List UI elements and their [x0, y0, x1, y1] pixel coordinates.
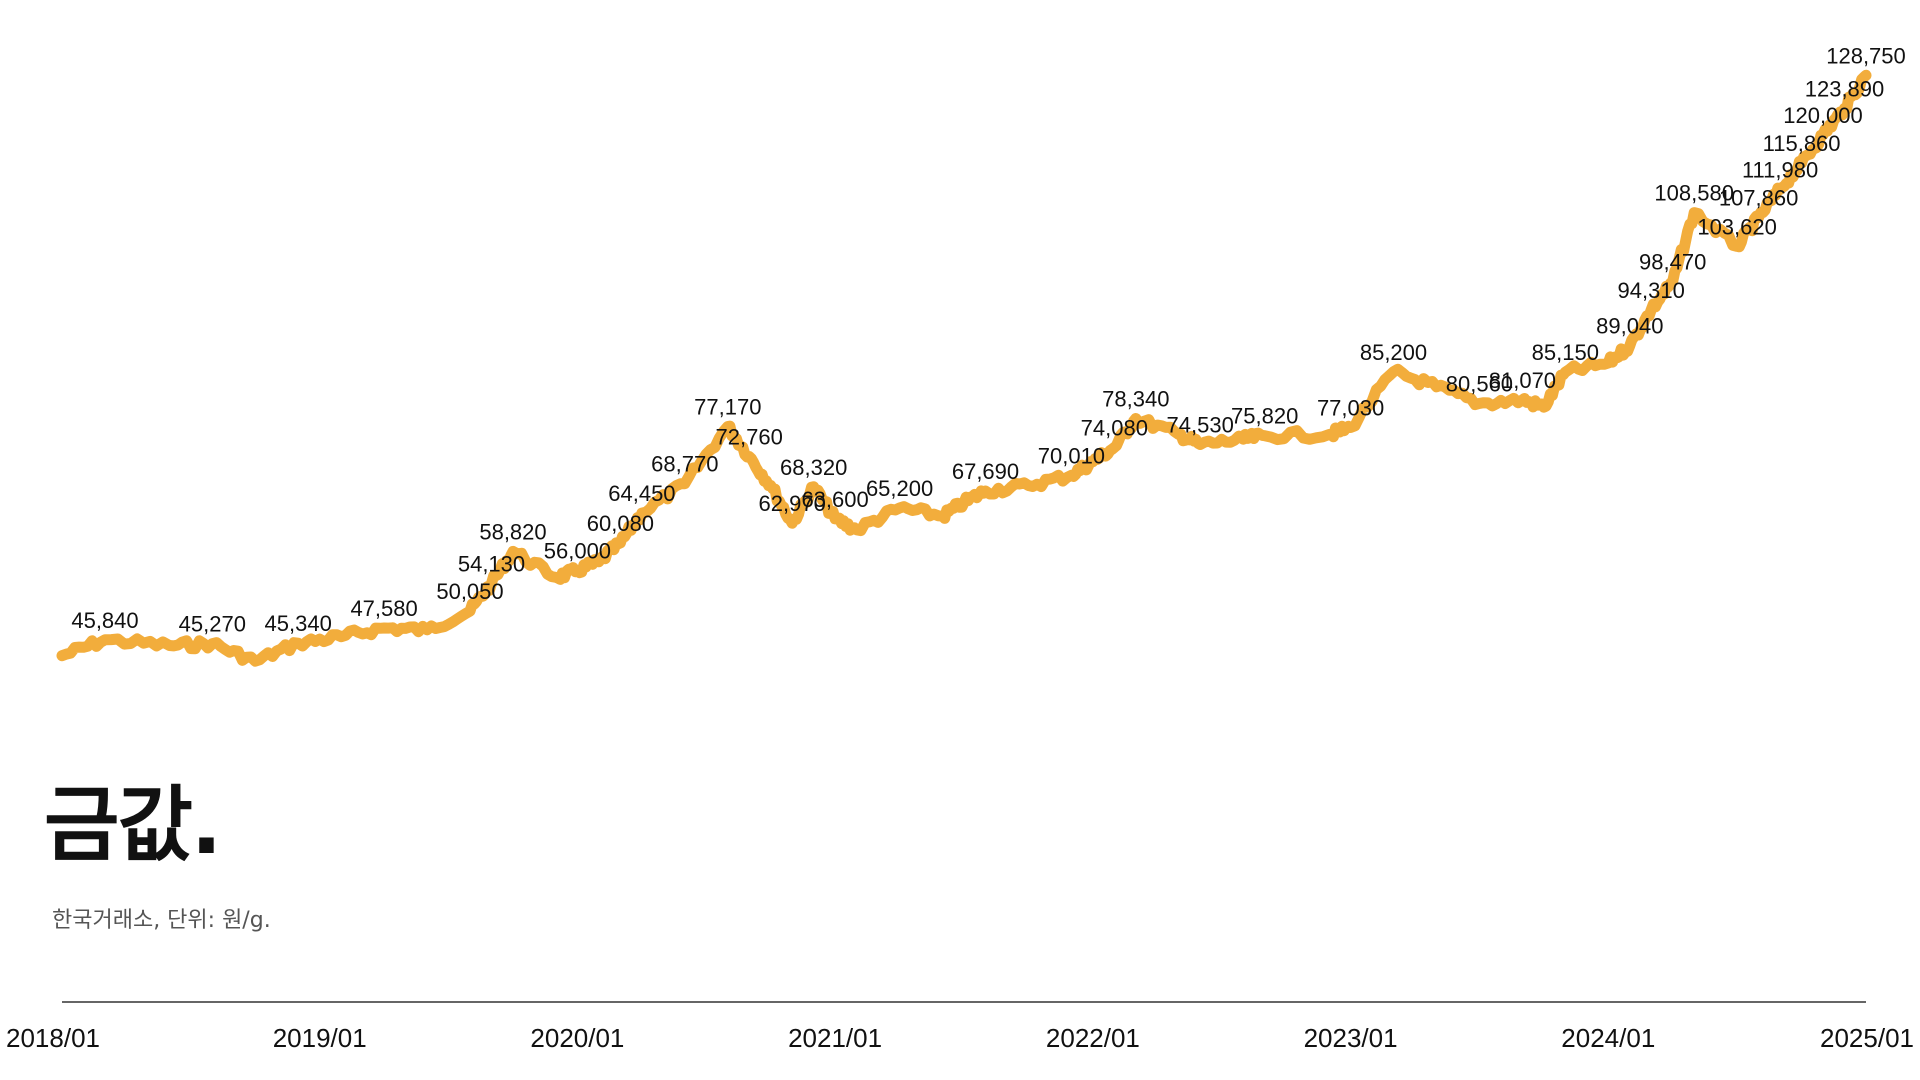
x-tick-layer: 2018/01 2019/01 2020/01 2021/01 2022/01 2023/… — [6, 1023, 1914, 1053]
chart-title: 금값. — [44, 778, 222, 873]
data-label: 65,200 — [866, 476, 933, 501]
data-label: 107,860 — [1719, 186, 1799, 211]
x-tick-label: 2020/01 — [530, 1023, 624, 1053]
data-label: 94,310 — [1618, 278, 1685, 303]
gold-price-line — [56, 69, 1872, 667]
data-label: 123,890 — [1805, 76, 1885, 101]
data-label-layer: 45,840 45,270 45,340 47,580 50,050 54,130 58,8… — [71, 43, 1905, 636]
x-tick-label: 2025/01 — [1820, 1023, 1914, 1053]
x-tick-label: 2019/01 — [273, 1023, 367, 1053]
data-label: 108,580 — [1654, 181, 1734, 206]
price-line-layer — [56, 69, 1872, 667]
data-label: 56,000 — [544, 539, 611, 564]
data-label: 58,820 — [479, 519, 546, 544]
data-label: 78,340 — [1102, 387, 1169, 412]
data-label: 64,450 — [608, 481, 675, 506]
data-label: 74,530 — [1167, 413, 1234, 438]
x-tick-label: 2024/01 — [1561, 1023, 1655, 1053]
data-label: 77,170 — [694, 395, 761, 420]
data-label: 81,070 — [1489, 368, 1556, 393]
x-tick-label: 2023/01 — [1304, 1023, 1398, 1053]
data-label: 50,050 — [436, 579, 503, 604]
data-label: 67,690 — [952, 459, 1019, 484]
x-tick-label: 2021/01 — [788, 1023, 882, 1053]
data-label: 72,760 — [716, 425, 783, 450]
data-label: 85,150 — [1532, 340, 1599, 365]
data-label: 120,000 — [1783, 103, 1863, 128]
data-label: 111,980 — [1742, 158, 1818, 183]
data-label: 89,040 — [1596, 314, 1663, 339]
data-label: 115,860 — [1763, 131, 1841, 156]
data-label: 45,270 — [179, 612, 246, 637]
data-label: 103,620 — [1697, 214, 1777, 239]
data-label: 45,840 — [71, 608, 138, 633]
data-label: 47,580 — [350, 596, 417, 621]
data-label: 62,970 — [759, 491, 826, 516]
data-label: 60,080 — [587, 511, 654, 536]
data-label: 98,470 — [1639, 250, 1706, 275]
data-label: 45,340 — [265, 611, 332, 636]
data-label: 63,600 — [801, 487, 868, 512]
data-label: 80,560 — [1446, 371, 1513, 396]
data-label: 74,080 — [1081, 416, 1148, 441]
data-label: 85,200 — [1360, 340, 1427, 365]
data-label: 77,030 — [1317, 396, 1384, 421]
x-tick-label: 2018/01 — [6, 1023, 100, 1053]
x-tick-label: 2022/01 — [1046, 1023, 1140, 1053]
data-label: 128,750 — [1826, 43, 1906, 68]
chart-subtitle: 한국거래소, 단위: 원/g. — [52, 908, 271, 933]
data-label: 54,130 — [458, 551, 525, 576]
data-label: 75,820 — [1231, 404, 1298, 429]
data-label: 68,770 — [651, 452, 718, 477]
data-label: 70,010 — [1038, 443, 1105, 468]
data-label: 68,320 — [780, 455, 847, 480]
